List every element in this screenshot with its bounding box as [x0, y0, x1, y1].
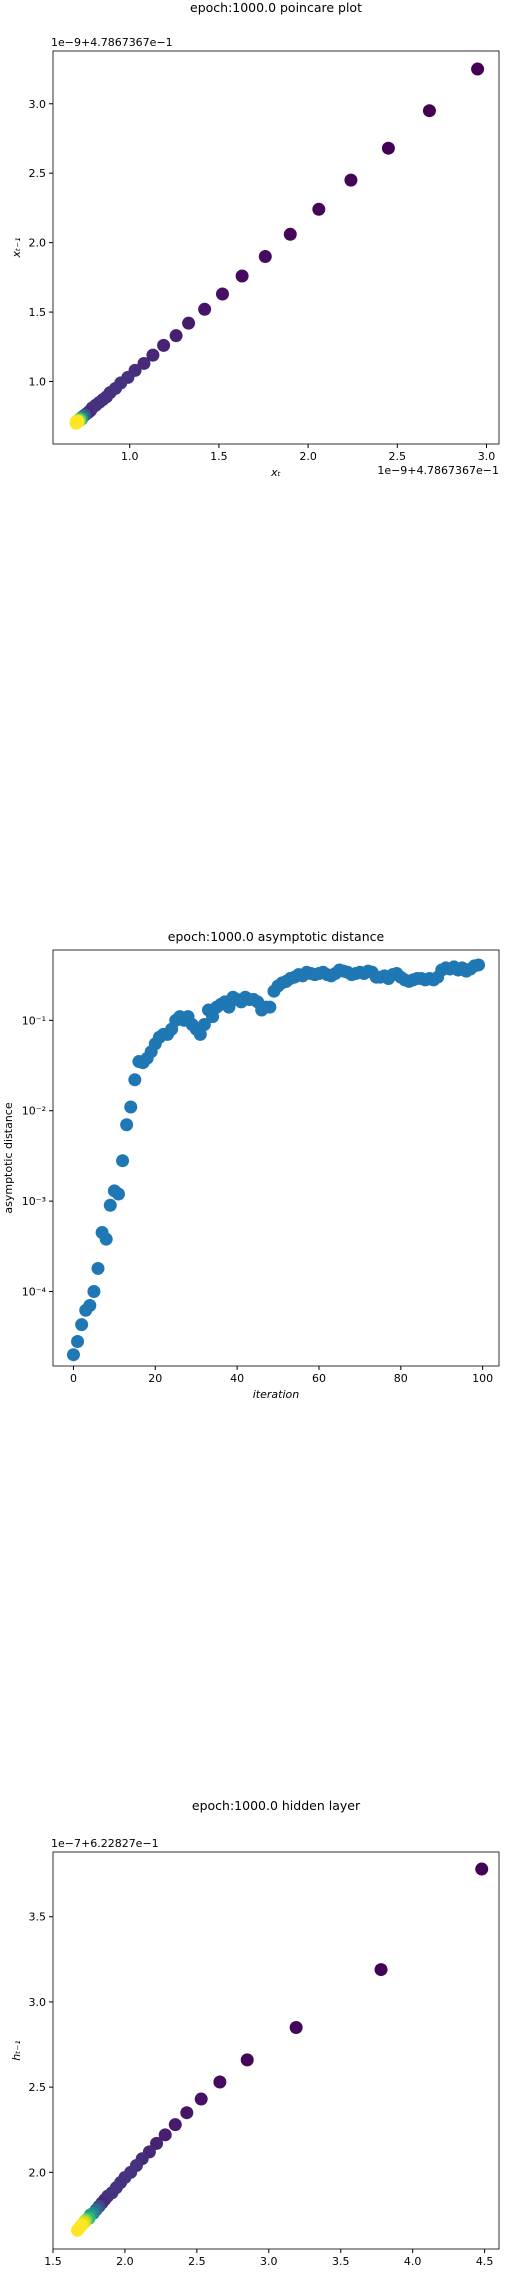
x-tick-label: 20	[148, 1372, 162, 1385]
point	[240, 2053, 254, 2067]
point	[71, 1334, 85, 1348]
point	[168, 2118, 182, 2132]
point	[150, 2136, 164, 2150]
x-tick-label: 100	[472, 1372, 493, 1385]
chart-title: epoch:1000.0 poincare plot	[190, 0, 362, 15]
point	[344, 173, 358, 187]
point	[99, 1232, 113, 1246]
point	[471, 62, 485, 76]
x-tick-label: 4.0	[404, 2255, 422, 2268]
x-tick-label: 2.5	[389, 450, 407, 463]
point	[422, 104, 436, 118]
point	[198, 302, 212, 316]
point	[124, 1100, 138, 1114]
point	[157, 338, 171, 352]
point	[75, 1318, 89, 1332]
x-tick-label: 0	[70, 1372, 77, 1385]
point	[193, 1027, 207, 1041]
y-axis-label: hₜ₋₁	[10, 2040, 23, 2060]
point	[312, 202, 326, 216]
y-tick-label: 2.0	[29, 237, 47, 250]
x-axis-label: xₜ	[270, 466, 281, 479]
point	[116, 1154, 130, 1168]
point	[137, 356, 151, 370]
point	[69, 416, 83, 430]
y-tick-label: 1.5	[29, 306, 47, 319]
point	[263, 1000, 277, 1014]
y-tick-label: 2.0	[29, 2166, 47, 2179]
x-tick-label: 40	[230, 1372, 244, 1385]
y-tick-label: 3.0	[29, 98, 47, 111]
point	[194, 2092, 208, 2106]
x-axis-label: iteration	[253, 1388, 299, 1401]
point	[91, 1261, 105, 1275]
point	[472, 958, 486, 972]
point	[120, 1118, 134, 1132]
point	[197, 1017, 211, 1031]
x-tick-label: 1.5	[210, 450, 228, 463]
y-tick-label: 10⁻²	[22, 1105, 46, 1118]
point	[215, 287, 229, 301]
point	[289, 2020, 303, 2034]
y-tick-label: 3.0	[29, 1996, 47, 2009]
y-tick-label: 10⁻¹	[22, 1014, 46, 1027]
y-tick-label: 1.0	[29, 376, 47, 389]
point	[180, 2106, 194, 2120]
x-tick-label: 1.0	[121, 450, 139, 463]
point	[258, 250, 272, 264]
chart-title: epoch:1000.0 asymptotic distance	[168, 929, 385, 944]
y-axis-label: asymptotic distance	[2, 1102, 15, 1213]
x-tick-label: 1.5	[44, 2255, 62, 2268]
plot-frame	[52, 1851, 500, 2250]
point	[103, 1198, 117, 1212]
point	[235, 269, 249, 283]
y-tick-label: 2.5	[29, 167, 47, 180]
y-tick-label: 10⁻³	[22, 1195, 46, 1208]
point	[66, 1348, 80, 1362]
x-tick-label: 2.5	[188, 2255, 206, 2268]
point	[158, 2128, 172, 2142]
y-offset-label: 1e−7+6.22827e−1	[51, 1837, 159, 1850]
x-tick-label: 80	[394, 1372, 408, 1385]
point	[283, 227, 297, 241]
y-tick-label: 10⁻⁴	[22, 1286, 47, 1299]
plot-frame	[52, 949, 500, 1367]
point	[128, 1073, 142, 1087]
y-axis-label: xₜ₋₁	[10, 238, 23, 259]
x-tick-label: 4.5	[476, 2255, 494, 2268]
point	[146, 348, 160, 362]
y-tick-label: 2.5	[29, 2081, 47, 2094]
point	[182, 316, 196, 330]
x-tick-label: 3.0	[478, 450, 496, 463]
point	[70, 2223, 84, 2237]
point	[381, 141, 395, 155]
x-tick-label: 2.0	[299, 450, 317, 463]
point	[169, 329, 183, 343]
point	[111, 1187, 125, 1201]
x-tick-label: 3.0	[260, 2255, 278, 2268]
y-offset-label: 1e−9+4.7867367e−1	[51, 36, 173, 49]
point	[475, 1862, 489, 1876]
x-tick-label: 60	[312, 1372, 326, 1385]
point	[374, 1963, 388, 1977]
point	[87, 1285, 101, 1299]
x-tick-label: 3.5	[332, 2255, 350, 2268]
point	[222, 1000, 236, 1014]
point	[213, 2075, 227, 2089]
x-tick-label: 2.0	[116, 2255, 134, 2268]
x-offset-label: 1e−9+4.7867367e−1	[377, 464, 499, 477]
point	[83, 1299, 97, 1313]
chart-title: epoch:1000.0 hidden layer	[192, 1798, 361, 1813]
y-tick-label: 3.5	[29, 1911, 47, 1924]
plot-frame	[52, 50, 500, 445]
